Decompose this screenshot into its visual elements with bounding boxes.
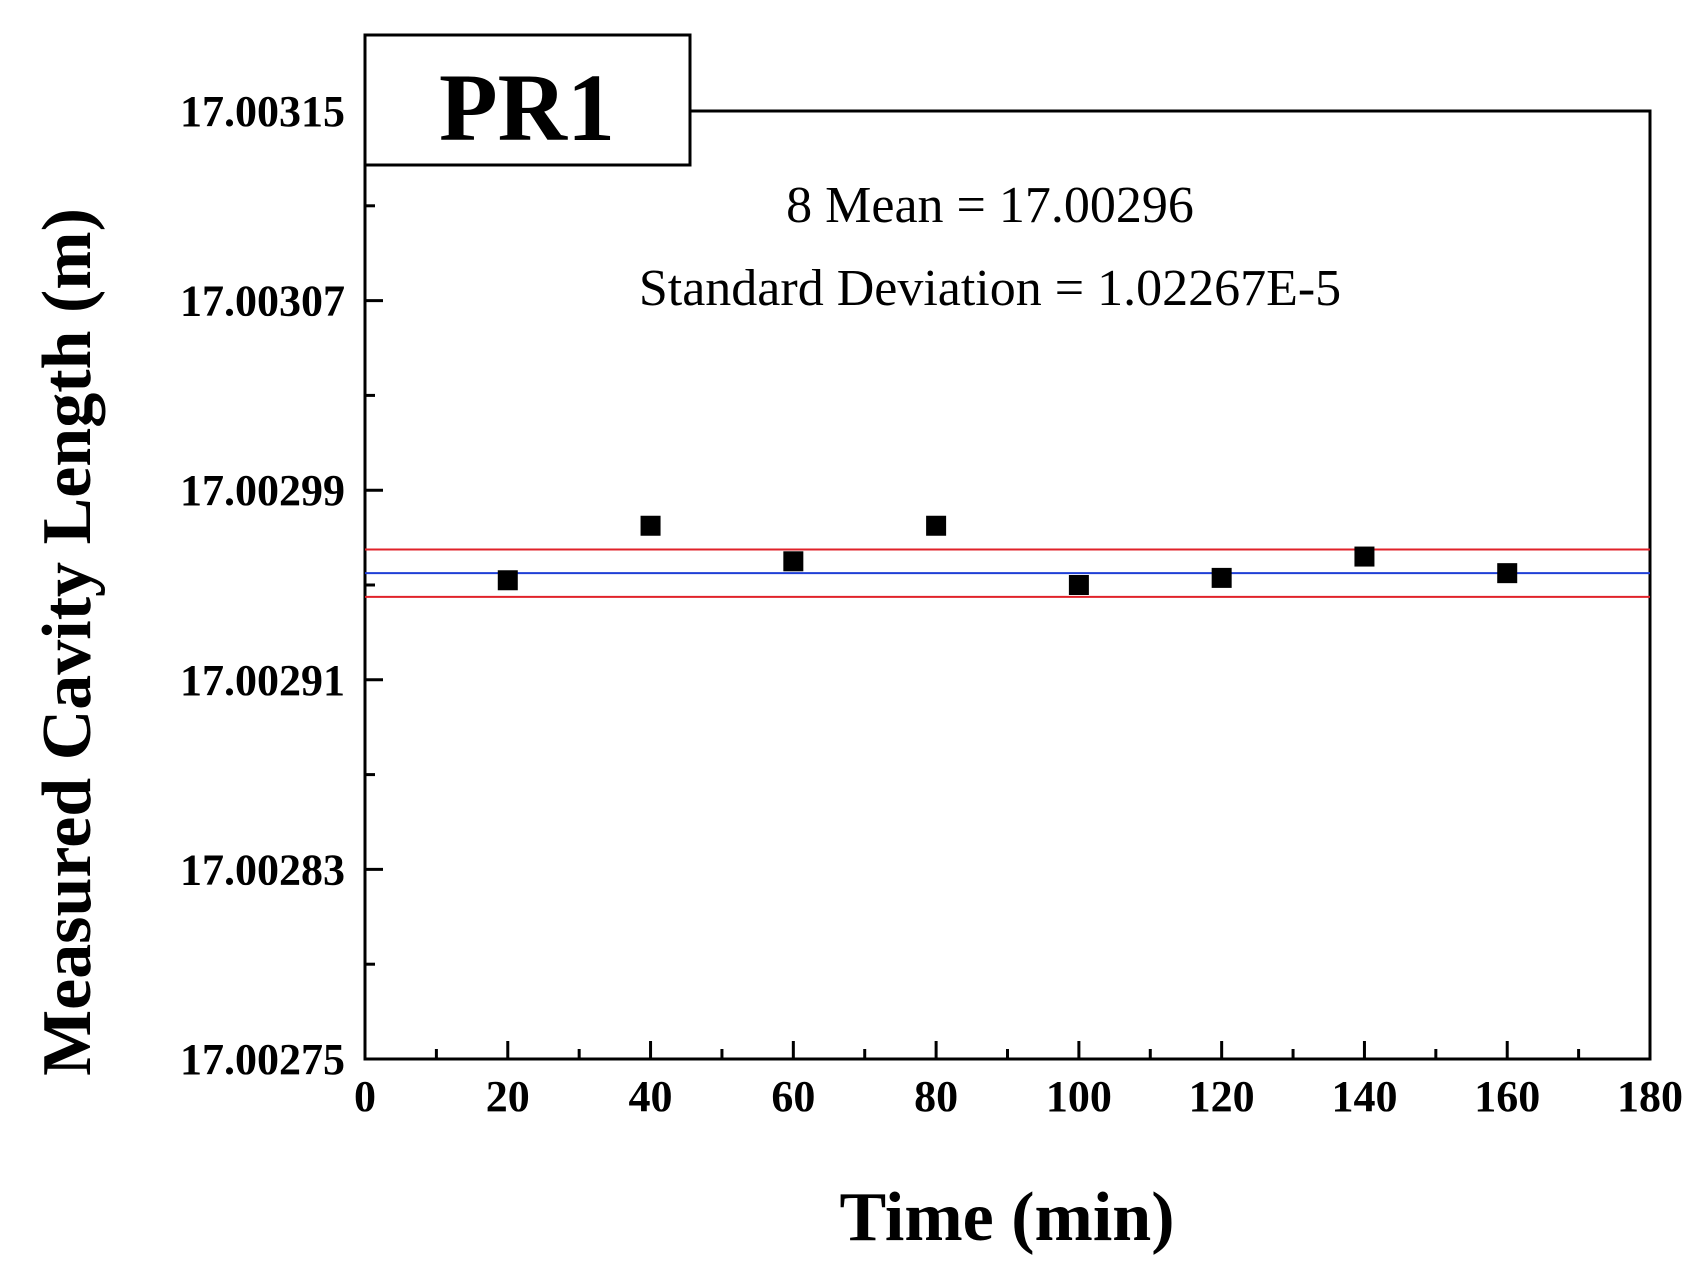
data-point: [1497, 563, 1518, 584]
y-tick-label: 17.00283: [180, 845, 345, 894]
data-points: [497, 515, 1518, 595]
annotation-std: Standard Deviation = 1.02267E-5: [639, 260, 1341, 317]
x-tick-label: 80: [914, 1072, 958, 1121]
annotation-mean: 8 Mean = 17.00296: [786, 177, 1194, 234]
x-tick-label: 20: [486, 1072, 530, 1121]
panel-label-box: [363, 33, 692, 167]
panel-label: PR1: [439, 54, 615, 161]
y-tick-label: 17.00299: [180, 466, 345, 515]
x-tick-label: 0: [354, 1072, 376, 1121]
plot-frame: [363, 109, 1652, 1061]
data-point: [783, 551, 804, 572]
y-tick-label: 17.00307: [180, 277, 345, 326]
x-tick-label: 160: [1474, 1072, 1540, 1121]
data-point: [497, 570, 518, 591]
x-tick-label: 180: [1617, 1072, 1683, 1121]
x-tick-label: 40: [629, 1072, 673, 1121]
x-tick-label: 60: [771, 1072, 815, 1121]
y-tick-label: 17.00291: [180, 656, 345, 705]
y-tick-label: 17.00275: [180, 1035, 345, 1084]
data-point: [926, 515, 947, 536]
data-point: [1354, 546, 1375, 567]
y-axis-ticks: 17.00275 17.00283 17.00291 17.00299 17.00307…: [180, 87, 383, 1084]
x-tick-label: 120: [1189, 1072, 1255, 1121]
data-point: [1068, 575, 1089, 595]
x-tick-label: 100: [1046, 1072, 1112, 1121]
data-point: [1211, 567, 1232, 588]
x-axis-ticks: 0 20 40 60 80 100 120 140 160 180: [354, 1041, 1683, 1121]
y-tick-label: 17.00315: [180, 87, 345, 136]
y-axis-label: Measured Cavity Length (m): [29, 208, 106, 1076]
data-point: [640, 515, 661, 536]
x-axis-label: Time (min): [839, 1179, 1174, 1256]
x-tick-label: 140: [1331, 1072, 1397, 1121]
